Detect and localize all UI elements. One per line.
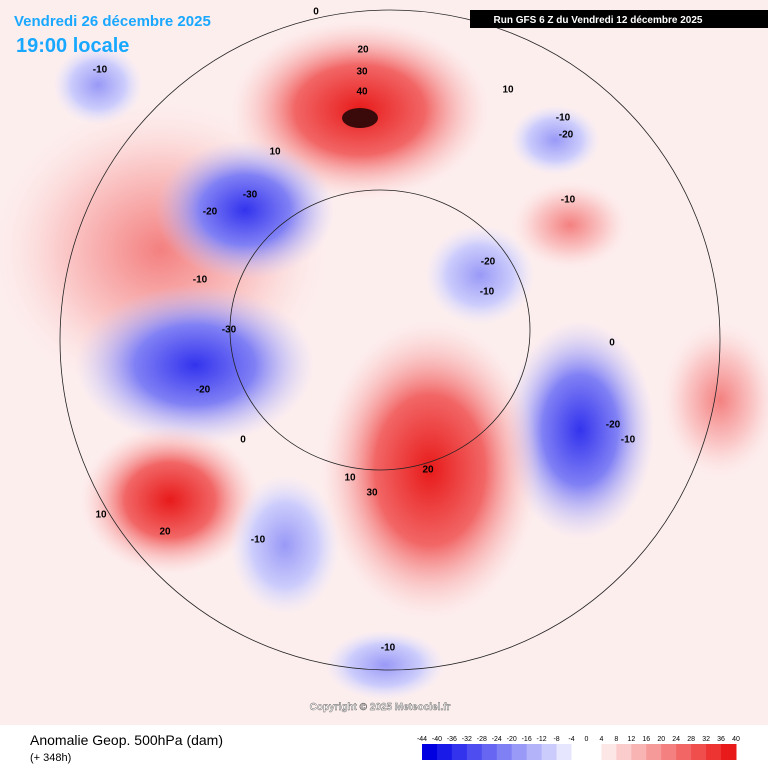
scale-tick-label: 8 bbox=[614, 736, 618, 743]
contour-label: -10 bbox=[621, 435, 636, 446]
scale-tick-label: -4 bbox=[568, 736, 574, 743]
contour-label: 0 bbox=[313, 7, 319, 18]
anomaly-field bbox=[0, 0, 768, 725]
contour-label: -20 bbox=[606, 420, 621, 431]
contour-label: -20 bbox=[481, 257, 496, 268]
contour-label: 20 bbox=[159, 527, 171, 538]
scale-tick-label: -8 bbox=[553, 736, 559, 743]
scale-tick-label: -16 bbox=[522, 736, 532, 743]
scale-swatch bbox=[571, 744, 587, 760]
valid-date: Vendredi 26 décembre 2025 bbox=[14, 13, 211, 30]
scale-tick-label: -24 bbox=[492, 736, 502, 743]
scale-tick-label: 28 bbox=[687, 736, 695, 743]
contour-label: -10 bbox=[93, 65, 108, 76]
scale-swatch bbox=[526, 744, 543, 760]
contour-label: 0 bbox=[609, 338, 615, 349]
contour-label: -30 bbox=[222, 325, 237, 336]
contour-label: -20 bbox=[559, 130, 574, 141]
contour-label: -30 bbox=[243, 190, 258, 201]
scale-tick-label: 20 bbox=[657, 736, 665, 743]
scale-swatch bbox=[481, 744, 498, 760]
contour-label: -10 bbox=[480, 287, 495, 298]
lead-time: (+ 348h) bbox=[30, 752, 71, 764]
scale-tick-label: -40 bbox=[432, 736, 442, 743]
run-box bbox=[470, 10, 768, 28]
footer-title: Anomalie Geop. 500hPa (dam) bbox=[30, 732, 223, 748]
scale-tick-label: 36 bbox=[717, 736, 725, 743]
scale-tick-label: -36 bbox=[447, 736, 457, 743]
contour-label: 20 bbox=[422, 465, 434, 476]
local-time: 19:00 locale bbox=[16, 35, 129, 57]
contour-label: -10 bbox=[556, 113, 571, 124]
contour-label: -10 bbox=[381, 643, 396, 654]
scale-swatch bbox=[496, 744, 513, 760]
scale-swatch bbox=[676, 744, 692, 760]
scale-tick-label: -44 bbox=[417, 736, 427, 743]
scale-swatch bbox=[631, 744, 647, 760]
contour-label: 40 bbox=[356, 87, 368, 98]
contour-label: -10 bbox=[561, 195, 576, 206]
scale-swatch bbox=[556, 744, 573, 760]
scale-swatch bbox=[721, 744, 737, 760]
scale-swatch bbox=[691, 744, 707, 760]
scale-tick-label: 12 bbox=[627, 736, 635, 743]
scale-tick-label: 4 bbox=[599, 736, 603, 743]
scale-tick-label: -20 bbox=[507, 736, 517, 743]
scale-tick-label: 16 bbox=[642, 736, 650, 743]
contour-label: 30 bbox=[366, 488, 378, 499]
contour-label: 0 bbox=[240, 435, 246, 446]
contour-label: 10 bbox=[269, 147, 281, 158]
scale-tick-label: 40 bbox=[732, 736, 740, 743]
scale-swatch bbox=[706, 744, 722, 760]
scale-swatch bbox=[451, 744, 468, 760]
scale-tick-label: 0 bbox=[585, 736, 589, 743]
contour-label: -10 bbox=[193, 275, 208, 286]
contour-label: -10 bbox=[251, 535, 266, 546]
contour-label: 30 bbox=[356, 67, 368, 78]
scale-swatch bbox=[541, 744, 558, 760]
scale-swatch bbox=[586, 744, 602, 760]
run-info: Run GFS 6 Z du Vendredi 12 décembre 2025 bbox=[494, 15, 703, 26]
scale-tick-label: 24 bbox=[672, 736, 680, 743]
scale-swatch bbox=[646, 744, 662, 760]
scale-tick-label: -32 bbox=[462, 736, 472, 743]
scale-swatch bbox=[601, 744, 617, 760]
scale-swatch bbox=[661, 744, 677, 760]
scale-tick-label: 32 bbox=[702, 736, 710, 743]
scale-tick-label: -28 bbox=[477, 736, 487, 743]
contour-label: -20 bbox=[196, 385, 211, 396]
scale-swatch bbox=[436, 744, 453, 760]
scale-tick-label: -12 bbox=[537, 736, 547, 743]
color-scale: -44 -40 -36 -32 -28 -24 -20 -16 -12 -8 -4 0 4 8 12 16 20… bbox=[417, 736, 740, 760]
scale-swatch bbox=[466, 744, 483, 760]
scale-swatch bbox=[616, 744, 632, 760]
contour-label: -20 bbox=[203, 207, 218, 218]
copyright: Copyright © 2025 Meteociel.fr bbox=[310, 702, 451, 713]
contour-label: 10 bbox=[95, 510, 107, 521]
contour-label: 20 bbox=[357, 45, 369, 56]
scale-swatch bbox=[422, 744, 438, 760]
scale-swatch bbox=[511, 744, 528, 760]
contour-label: 10 bbox=[344, 473, 356, 484]
contour-label: 10 bbox=[502, 85, 514, 96]
